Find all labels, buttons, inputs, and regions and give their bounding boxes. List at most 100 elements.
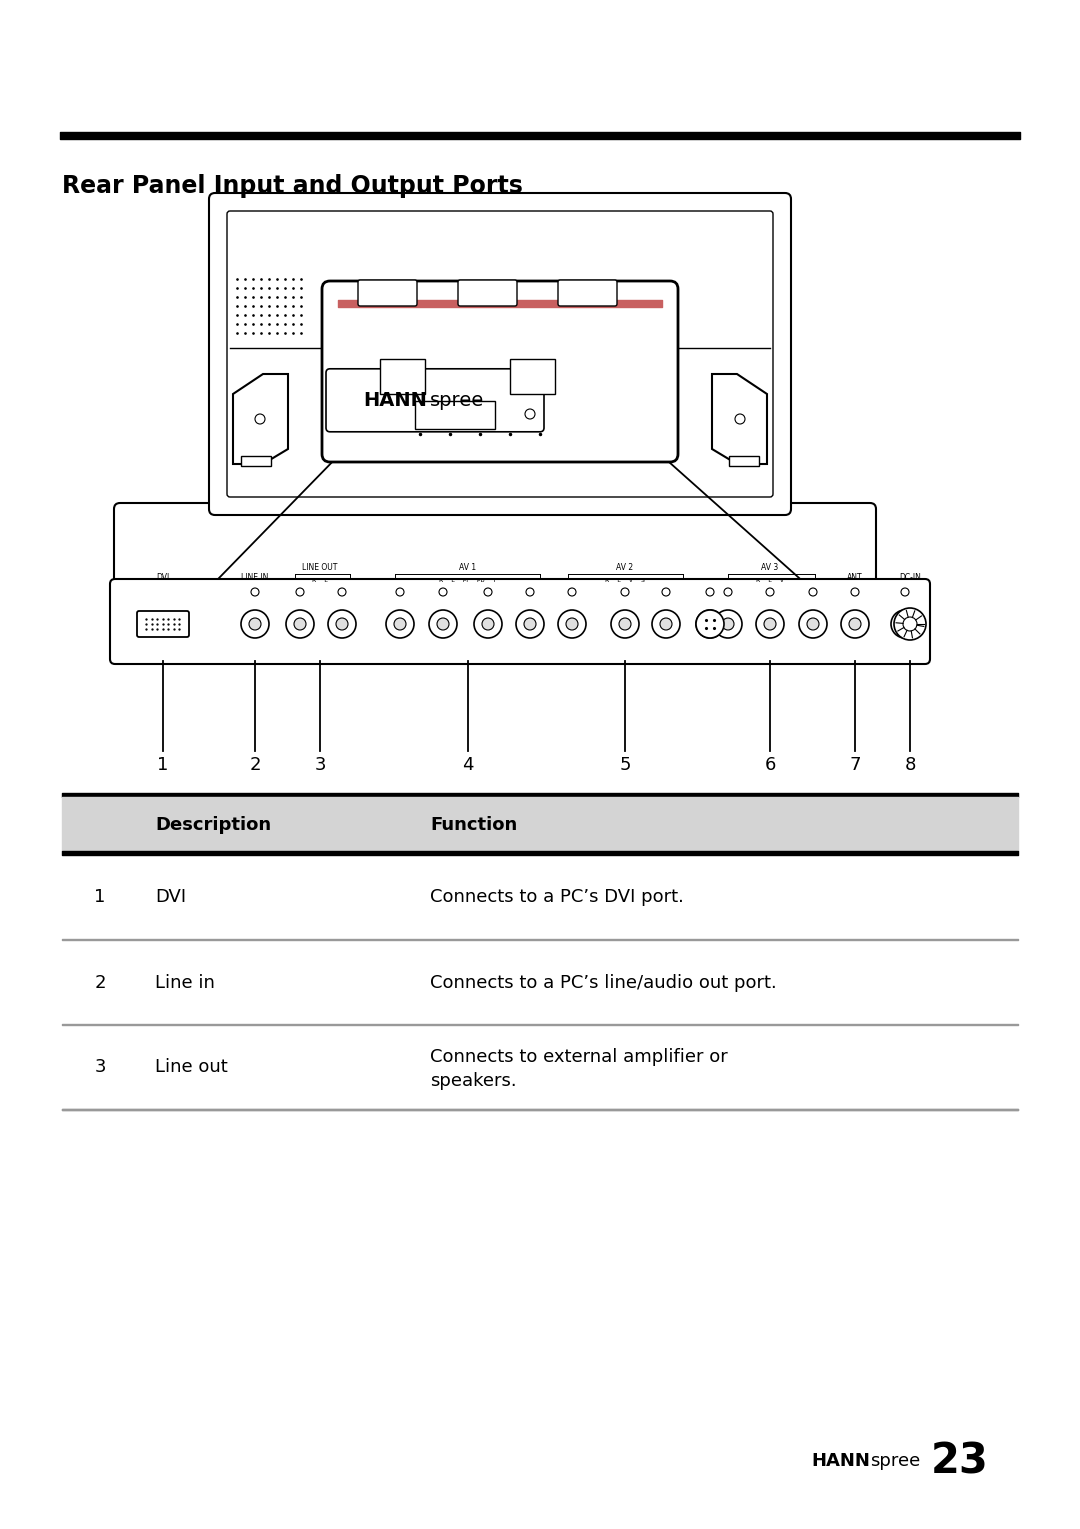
Circle shape: [568, 589, 576, 596]
Circle shape: [566, 618, 578, 630]
Circle shape: [429, 610, 457, 638]
Circle shape: [241, 610, 269, 638]
Circle shape: [484, 589, 492, 596]
Bar: [380, 359, 426, 394]
Circle shape: [286, 610, 314, 638]
Polygon shape: [712, 375, 767, 463]
Circle shape: [294, 618, 306, 630]
FancyBboxPatch shape: [558, 280, 617, 306]
Text: ANT: ANT: [847, 573, 863, 583]
Polygon shape: [233, 375, 288, 463]
FancyBboxPatch shape: [357, 280, 417, 306]
Text: 6: 6: [765, 755, 775, 774]
Circle shape: [619, 618, 631, 630]
Circle shape: [851, 589, 859, 596]
Text: AV 3: AV 3: [761, 563, 779, 572]
Circle shape: [621, 589, 629, 596]
Text: LINE IN: LINE IN: [241, 573, 269, 583]
Circle shape: [660, 618, 672, 630]
Text: Description: Description: [156, 816, 271, 833]
Text: R    L    V    S: R L V S: [605, 578, 645, 583]
Circle shape: [799, 610, 827, 638]
Circle shape: [714, 610, 742, 638]
Text: AV 1: AV 1: [459, 563, 476, 572]
Circle shape: [255, 414, 265, 424]
Text: Connects to a PC’s DVI port.: Connects to a PC’s DVI port.: [430, 888, 684, 907]
Text: R    L: R L: [312, 578, 328, 583]
Circle shape: [899, 618, 912, 630]
Text: R    L    V: R L V: [756, 578, 784, 583]
Text: 2: 2: [94, 974, 106, 991]
Bar: [415, 401, 495, 430]
Bar: [729, 456, 759, 466]
Text: 3: 3: [94, 1058, 106, 1076]
Text: 3: 3: [314, 755, 326, 774]
Circle shape: [558, 610, 586, 638]
Text: spree: spree: [870, 1453, 920, 1469]
Text: AV 2: AV 2: [617, 563, 634, 572]
Text: 1: 1: [94, 888, 106, 907]
Circle shape: [652, 610, 680, 638]
FancyBboxPatch shape: [458, 280, 517, 306]
Circle shape: [296, 589, 303, 596]
Circle shape: [386, 610, 414, 638]
FancyBboxPatch shape: [110, 579, 930, 664]
Circle shape: [394, 618, 406, 630]
Circle shape: [336, 618, 348, 630]
Circle shape: [440, 408, 450, 419]
Text: HANN: HANN: [363, 391, 427, 410]
FancyBboxPatch shape: [210, 193, 791, 515]
Circle shape: [525, 408, 535, 419]
Circle shape: [482, 618, 494, 630]
FancyBboxPatch shape: [326, 368, 544, 431]
Circle shape: [894, 609, 926, 641]
Text: 1: 1: [158, 755, 168, 774]
Circle shape: [809, 589, 816, 596]
Circle shape: [338, 589, 346, 596]
Circle shape: [723, 618, 734, 630]
Circle shape: [706, 589, 714, 596]
Text: 5: 5: [619, 755, 631, 774]
Text: speakers.: speakers.: [430, 1072, 516, 1090]
Circle shape: [396, 589, 404, 596]
Text: Connects to external amplifier or: Connects to external amplifier or: [430, 1047, 728, 1066]
Text: DVI: DVI: [156, 888, 186, 907]
Circle shape: [611, 610, 639, 638]
Circle shape: [437, 618, 449, 630]
Text: LINE OUT: LINE OUT: [302, 563, 338, 572]
FancyBboxPatch shape: [322, 281, 678, 462]
Circle shape: [766, 589, 774, 596]
Circle shape: [901, 589, 909, 596]
FancyBboxPatch shape: [137, 612, 189, 638]
Circle shape: [724, 589, 732, 596]
Text: 23: 23: [931, 1440, 989, 1482]
Circle shape: [474, 610, 502, 638]
FancyBboxPatch shape: [114, 503, 876, 605]
Circle shape: [764, 618, 777, 630]
Circle shape: [756, 610, 784, 638]
Text: Connects to a PC’s line/audio out port.: Connects to a PC’s line/audio out port.: [430, 974, 777, 991]
Circle shape: [696, 610, 724, 638]
Text: DC-IN: DC-IN: [899, 573, 921, 583]
Circle shape: [735, 414, 745, 424]
Text: Rear Panel Input and Output Ports: Rear Panel Input and Output Ports: [62, 174, 523, 197]
Circle shape: [526, 589, 534, 596]
Bar: [510, 359, 555, 394]
Circle shape: [696, 610, 724, 638]
Text: 7: 7: [849, 755, 861, 774]
Text: DVI: DVI: [157, 573, 170, 583]
Circle shape: [841, 610, 869, 638]
Text: Line out: Line out: [156, 1058, 228, 1076]
Circle shape: [524, 618, 536, 630]
Text: 2: 2: [249, 755, 260, 774]
Circle shape: [438, 589, 447, 596]
FancyBboxPatch shape: [227, 211, 773, 497]
Circle shape: [704, 618, 716, 630]
Text: 8: 8: [904, 755, 916, 774]
Circle shape: [662, 589, 670, 596]
Circle shape: [807, 618, 819, 630]
Text: Line in: Line in: [156, 974, 215, 991]
Text: HANN: HANN: [811, 1453, 870, 1469]
Text: 4: 4: [462, 755, 474, 774]
Circle shape: [251, 589, 259, 596]
